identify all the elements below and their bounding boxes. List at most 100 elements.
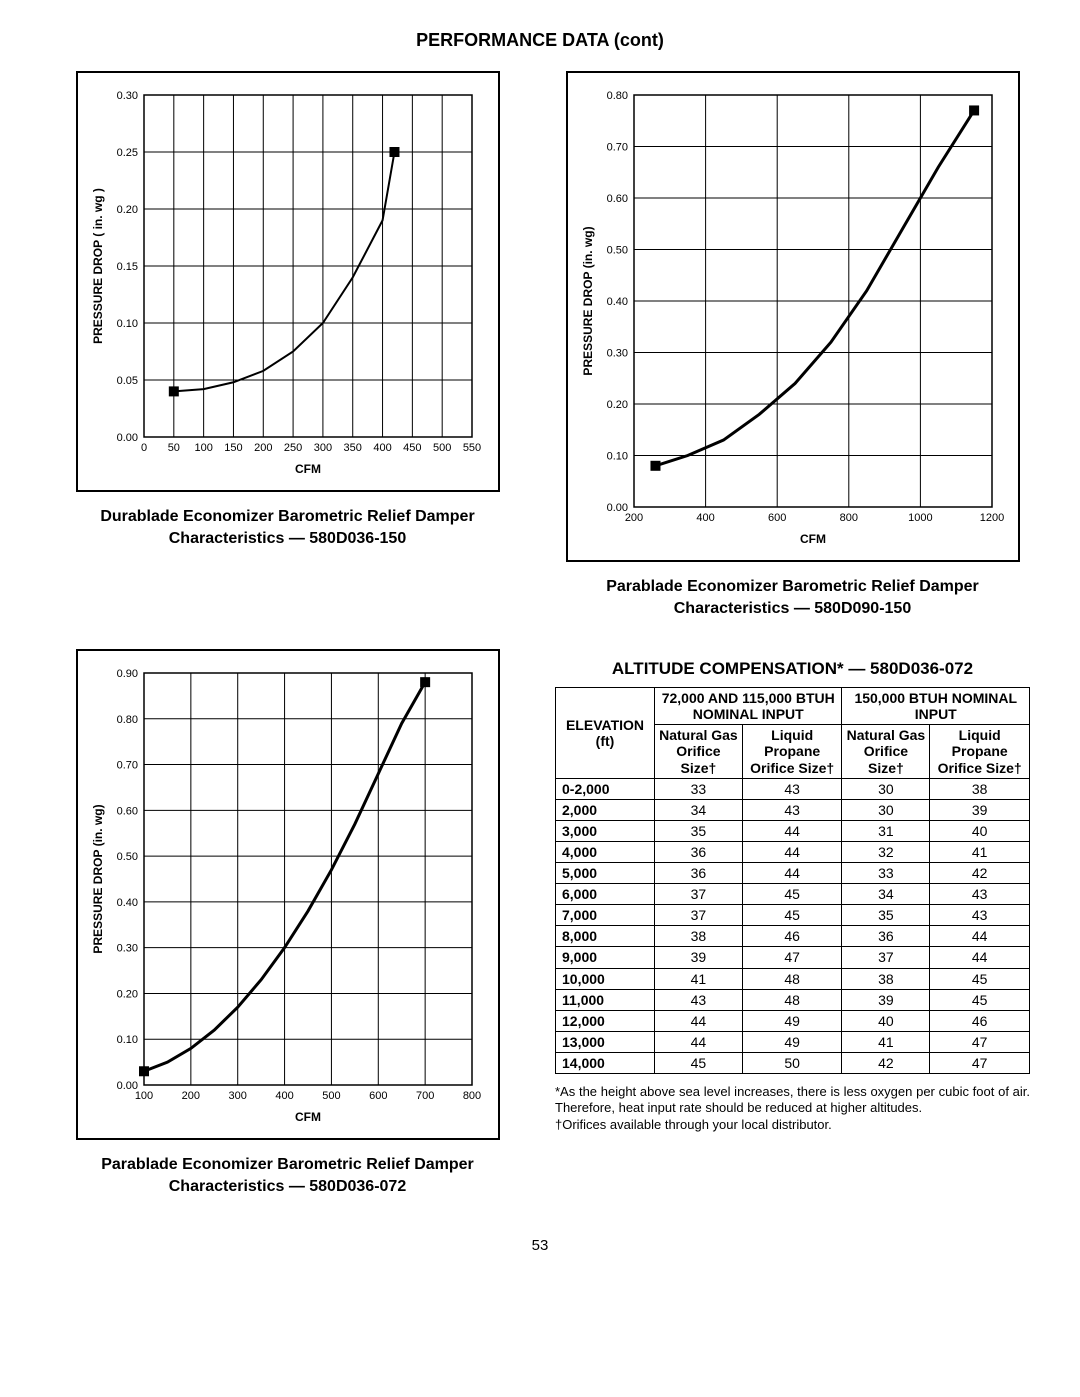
cell-b: 46 [742,926,842,947]
svg-text:0.90: 0.90 [116,668,137,680]
svg-text:PRESSURE DROP ( in. wg ): PRESSURE DROP ( in. wg ) [91,188,105,344]
cell-c: 31 [842,820,930,841]
th-ng-2: Natural Gas Orifice Size† [842,725,930,778]
svg-text:550: 550 [462,442,480,454]
chart2-box: 200400600800100012000.000.100.200.300.40… [566,71,1020,562]
svg-text:0.30: 0.30 [606,348,627,360]
cell-elev: 7,000 [556,905,655,926]
svg-text:PRESSURE DROP (in. wg): PRESSURE DROP (in. wg) [581,226,595,375]
th-lp-2: Liquid Propane Orifice Size† [930,725,1030,778]
table-row: 3,00035443140 [556,820,1030,841]
cell-a: 34 [655,799,743,820]
cell-b: 49 [742,1031,842,1052]
svg-text:500: 500 [433,442,451,454]
cell-elev: 9,000 [556,947,655,968]
altitude-panel: ALTITUDE COMPENSATION* — 580D036-072 ELE… [555,649,1030,1197]
svg-text:0.10: 0.10 [116,1034,137,1046]
svg-text:1000: 1000 [908,512,932,524]
cell-c: 40 [842,1010,930,1031]
svg-text:100: 100 [194,442,212,454]
cell-elev: 11,000 [556,989,655,1010]
cell-d: 41 [930,841,1030,862]
cell-a: 35 [655,820,743,841]
svg-text:0.60: 0.60 [116,806,137,818]
svg-text:700: 700 [415,1090,433,1102]
svg-text:0.80: 0.80 [606,90,627,102]
table-row: 14,00045504247 [556,1052,1030,1073]
svg-text:CFM: CFM [295,462,321,476]
cell-c: 33 [842,863,930,884]
svg-text:600: 600 [768,512,786,524]
svg-text:0.10: 0.10 [116,318,137,330]
svg-text:0.80: 0.80 [116,714,137,726]
cell-d: 47 [930,1031,1030,1052]
svg-text:1200: 1200 [979,512,1003,524]
th-elevation: ELEVATION (ft) [556,688,655,778]
cell-c: 38 [842,968,930,989]
svg-text:0.30: 0.30 [116,943,137,955]
svg-text:150: 150 [224,442,242,454]
chart2-caption: Parablade Economizer Barometric Relief D… [555,576,1030,619]
svg-text:0.40: 0.40 [116,897,137,909]
cell-a: 36 [655,841,743,862]
cell-d: 43 [930,905,1030,926]
page-title: PERFORMANCE DATA (cont) [50,30,1030,51]
table-row: 13,00044494147 [556,1031,1030,1052]
chart3-caption: Parablade Economizer Barometric Relief D… [50,1154,525,1197]
cell-b: 49 [742,1010,842,1031]
cell-elev: 8,000 [556,926,655,947]
chart3-panel: 1002003004005006007008000.000.100.200.30… [50,649,525,1197]
cell-a: 37 [655,905,743,926]
cell-d: 44 [930,947,1030,968]
svg-text:200: 200 [254,442,272,454]
svg-text:0.20: 0.20 [116,989,137,1001]
svg-text:350: 350 [343,442,361,454]
svg-text:0.00: 0.00 [606,502,627,514]
cell-d: 45 [930,968,1030,989]
cell-b: 48 [742,989,842,1010]
svg-text:0.70: 0.70 [606,142,627,154]
svg-text:50: 50 [167,442,179,454]
svg-text:0.20: 0.20 [116,204,137,216]
cell-a: 45 [655,1052,743,1073]
chart1-panel: 0501001502002503003504004505005500.000.0… [50,71,525,619]
svg-text:800: 800 [839,512,857,524]
cell-c: 32 [842,841,930,862]
cell-b: 44 [742,863,842,884]
svg-text:300: 300 [228,1090,246,1102]
cell-d: 46 [930,1010,1030,1031]
cell-c: 30 [842,778,930,799]
cell-elev: 4,000 [556,841,655,862]
svg-text:600: 600 [369,1090,387,1102]
svg-text:0.70: 0.70 [116,760,137,772]
chart1-svg: 0501001502002503003504004505005500.000.0… [86,81,486,481]
cell-elev: 14,000 [556,1052,655,1073]
cell-b: 44 [742,841,842,862]
svg-text:0: 0 [140,442,146,454]
th-lp-1: Liquid Propane Orifice Size† [742,725,842,778]
cell-c: 37 [842,947,930,968]
table-row: 9,00039473744 [556,947,1030,968]
table-row: 7,00037453543 [556,905,1030,926]
svg-text:800: 800 [462,1090,480,1102]
table-row: 11,00043483945 [556,989,1030,1010]
th-group-right: 150,000 BTUH NOMINAL INPUT [842,688,1030,725]
cell-a: 37 [655,884,743,905]
svg-text:0.15: 0.15 [116,261,137,273]
cell-d: 40 [930,820,1030,841]
svg-text:0.00: 0.00 [116,432,137,444]
cell-d: 44 [930,926,1030,947]
svg-text:0.00: 0.00 [116,1080,137,1092]
svg-text:0.25: 0.25 [116,147,137,159]
cell-a: 39 [655,947,743,968]
cell-b: 48 [742,968,842,989]
svg-text:500: 500 [322,1090,340,1102]
table-row: 5,00036443342 [556,863,1030,884]
cell-elev: 5,000 [556,863,655,884]
cell-c: 30 [842,799,930,820]
cell-a: 36 [655,863,743,884]
cell-a: 38 [655,926,743,947]
cell-c: 42 [842,1052,930,1073]
cell-elev: 6,000 [556,884,655,905]
svg-text:0.50: 0.50 [606,245,627,257]
